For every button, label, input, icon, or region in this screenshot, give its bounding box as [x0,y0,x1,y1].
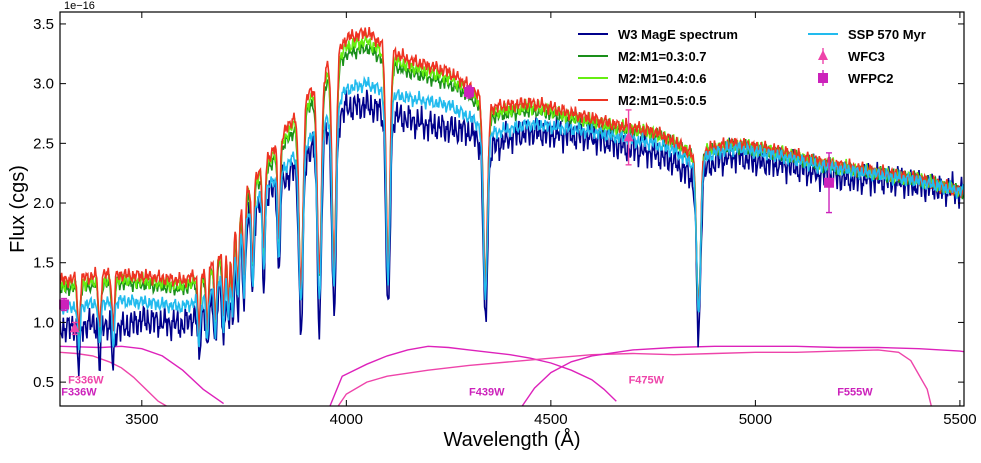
filter-label-f336w-0: F336W [68,374,104,386]
x-axis-label: Wavelength (Å) [443,428,580,451]
legend-label-wfpc2: WFPC2 [848,71,894,86]
y-tick-label-2: 1.5 [33,255,54,272]
y-tick-label-5: 3.0 [33,76,54,93]
plot-frame [59,11,965,407]
series-line-w3-mage-spectrum [60,89,964,377]
x-tick-label-4500: 4500 [534,411,567,428]
phot-point-wfpc2-2 [824,177,835,188]
filter-curve-f336w-0 [60,345,225,405]
series-line-ssp-570-myr [60,75,964,351]
photometry-points [59,85,835,336]
filter-curve-f475w-3 [337,349,932,406]
legend: W3 MagE spectrum M2:M1=0.3:0.7 M2:M1=0.4:0… [578,27,926,108]
x-tick-label-4000: 4000 [330,411,363,428]
x-tick-label-5000: 5000 [739,411,772,428]
y-tick-label-4: 2.5 [33,135,54,152]
y-tick-label-1: 1.0 [33,314,54,331]
legend-label-m2-m1-0-5-0-5: M2:M1=0.5:0.5 [618,93,707,108]
legend-label-wfc3: WFC3 [848,49,885,64]
y-tick-label-6: 3.5 [33,16,54,33]
legend-swatch-wfpc2 [818,73,828,83]
x-tick-label-5500: 5500 [943,411,976,428]
legend-swatch-wfc3 [818,50,828,60]
phot-point-wfc3-0 [69,322,80,333]
filter-label-f439w-2: F439W [469,386,505,398]
axes: 3500 4000 4500 5000 5500 0.5 1.0 1.5 2.0 2.5 3.0 3.… [33,12,977,428]
filter-label-f336w-1: F336W [61,386,97,398]
spectrum-series [60,26,964,377]
filter-label-f555w-4: F555W [837,386,873,398]
legend-label-ssp-570-myr: SSP 570 Myr [848,27,926,42]
legend-label-m2-m1-0-4-0-6: M2:M1=0.4:0.6 [618,71,707,86]
x-tick-label-3500: 3500 [125,411,158,428]
legend-label-m2-m1-0-3-0-7: M2:M1=0.3:0.7 [618,49,707,64]
filter-curve-f336w-1 [60,351,167,406]
phot-point-wfpc2-1 [464,86,475,97]
phot-point-wfpc2-0 [59,299,70,310]
filter-curves [60,345,964,406]
y-tick-label-0: 0.5 [33,374,54,391]
y-tick-label-3: 2.0 [33,195,54,212]
legend-label-w3-mage-spectrum: W3 MagE spectrum [618,27,738,42]
y-axis-label: Flux (cgs) [7,165,29,253]
filter-curve-f555w-4 [521,345,964,406]
phot-point-wfc3-1 [623,131,634,142]
series-line-m2-m1-0-5-0-5 [60,26,964,334]
y-multiplier-label: 1e−16 [64,0,95,12]
filter-label-f475w-3: F475W [629,374,665,386]
filter-curve-f439w-2 [329,345,617,406]
